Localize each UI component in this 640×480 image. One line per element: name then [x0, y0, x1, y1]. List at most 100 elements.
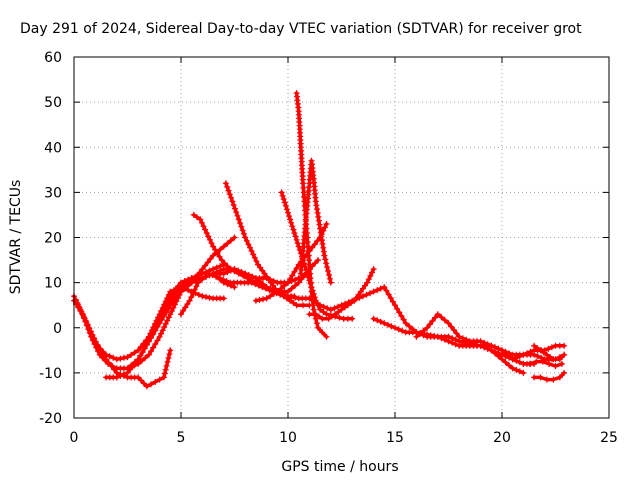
- data-point: [332, 311, 339, 318]
- data-point: [190, 290, 196, 297]
- data-point: [377, 285, 384, 292]
- data-point: [113, 374, 120, 381]
- data-point: [202, 262, 209, 269]
- data-point: [221, 260, 228, 267]
- data-point: [323, 311, 330, 318]
- data-point: [556, 356, 563, 363]
- data-point: [349, 297, 356, 304]
- data-point: [128, 363, 135, 370]
- data-point: [374, 317, 381, 324]
- data-point: [370, 315, 377, 322]
- series-arc21: [531, 369, 568, 383]
- data-point: [383, 287, 390, 294]
- data-point: [506, 354, 513, 361]
- data-point: [162, 366, 169, 373]
- data-point: [374, 287, 381, 294]
- data-point: [260, 296, 266, 303]
- data-point: [545, 345, 552, 352]
- data-point: [159, 304, 166, 311]
- data-point: [206, 272, 213, 279]
- data-point: [143, 383, 150, 390]
- data-point: [167, 288, 174, 295]
- data-point: [198, 219, 205, 226]
- data-point: [178, 311, 184, 318]
- data-point: [488, 347, 495, 354]
- data-point: [150, 324, 157, 331]
- data-point: [165, 314, 172, 321]
- data-point: [218, 257, 225, 264]
- data-point: [135, 374, 142, 381]
- data-point: [174, 285, 181, 292]
- data-point: [502, 353, 509, 360]
- x-tick-label: 10: [279, 430, 297, 446]
- data-point: [546, 360, 553, 367]
- data-point: [163, 362, 170, 369]
- data-point: [203, 273, 209, 280]
- data-point: [181, 278, 188, 285]
- x-tick-label: 0: [70, 430, 79, 446]
- data-point: [152, 341, 159, 347]
- data-point: [513, 366, 520, 373]
- data-point: [384, 321, 391, 328]
- data-point: [210, 243, 217, 250]
- data-point: [186, 297, 193, 304]
- data-point: [161, 324, 168, 331]
- series-line: [254, 222, 329, 303]
- data-point: [165, 291, 172, 298]
- data-point: [139, 349, 146, 356]
- data-point: [502, 359, 509, 366]
- data-point: [153, 317, 160, 324]
- data-point: [194, 214, 200, 221]
- data-point: [281, 282, 288, 289]
- data-point: [170, 287, 177, 294]
- data-point: [81, 315, 88, 322]
- data-point: [324, 305, 331, 312]
- data-point: [174, 295, 181, 302]
- data-point: [285, 209, 291, 216]
- data-point: [309, 244, 316, 251]
- data-point: [78, 308, 85, 315]
- data-point: [224, 184, 231, 190]
- data-point: [426, 321, 433, 328]
- data-point: [135, 360, 142, 367]
- data-point: [231, 284, 238, 291]
- data-point: [431, 333, 438, 339]
- data-point: [526, 360, 533, 367]
- data-point: [167, 311, 174, 318]
- data-point: [293, 265, 300, 272]
- data-point: [317, 306, 324, 313]
- data-point: [213, 269, 220, 276]
- data-point: [448, 323, 455, 330]
- data-point: [138, 377, 145, 384]
- data-point: [319, 315, 326, 322]
- data-point: [220, 243, 227, 250]
- data-point: [196, 269, 203, 276]
- data-point: [143, 341, 150, 348]
- data-point: [89, 331, 96, 338]
- data-point: [197, 216, 204, 223]
- data-point: [477, 342, 484, 349]
- data-point: [499, 351, 505, 358]
- data-point: [206, 294, 213, 301]
- data-point: [108, 363, 115, 370]
- data-point: [233, 209, 240, 216]
- data-point: [314, 237, 321, 244]
- data-point: [323, 333, 330, 340]
- data-point: [176, 291, 183, 298]
- data-point: [247, 244, 253, 251]
- data-point: [319, 240, 326, 247]
- data-point: [319, 329, 326, 336]
- data-point: [295, 243, 302, 250]
- data-point: [315, 324, 321, 331]
- data-point: [424, 331, 431, 338]
- data-point: [322, 256, 329, 263]
- data-point: [220, 276, 227, 283]
- data-point: [548, 344, 555, 351]
- data-point: [537, 347, 544, 354]
- data-point: [90, 335, 97, 342]
- data-point: [231, 266, 238, 273]
- data-point: [533, 358, 540, 365]
- data-point: [552, 363, 559, 370]
- data-point: [370, 288, 377, 295]
- data-point: [235, 216, 242, 223]
